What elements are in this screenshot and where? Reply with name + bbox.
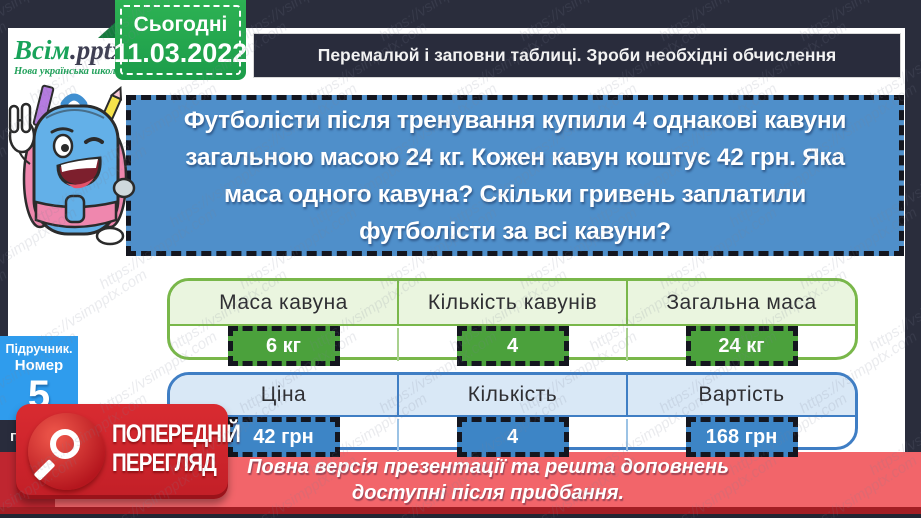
answer-box-total-mass: 24 кг	[685, 326, 798, 366]
textbook-number-label: Номер	[14, 357, 64, 374]
mass-table-value-row: 6 кг 4 24 кг	[170, 326, 855, 366]
price-table-header: Ціна	[260, 383, 307, 406]
magnifier-icon	[50, 429, 80, 459]
brand-logo: Всім.pptx Нова українська школа	[14, 35, 125, 77]
problem-line: футболісти за всі кавуни?	[359, 217, 671, 245]
preview-stamp-badge: ПОПЕРЕДНІЙ ПЕРЕГЛЯД	[16, 404, 241, 499]
problem-line: маса одного кавуна? Скільки гривень запл…	[224, 180, 806, 208]
problem-line: Футболісти після тренування купили 4 одн…	[183, 106, 847, 134]
brand-tagline: Нова українська школа	[14, 66, 121, 77]
partial-label-text: п	[10, 427, 20, 445]
problem-line: загальною масою 24 кг. Кожен кавун кошту…	[185, 143, 845, 171]
preview-stamp-line1: ПОПЕРЕДНІЙ	[112, 420, 241, 448]
magnifier-icon-handle	[33, 459, 56, 481]
mass-table-header-row: Маса кавуна Кількість кавунів Загальна м…	[170, 281, 855, 326]
answer-box-cost: 168 грн	[685, 417, 798, 457]
mass-table-cell: 6 кг	[170, 326, 397, 366]
problem-statement-box: Футболісти після тренування купили 4 одн…	[126, 95, 904, 256]
date-box: Сьогодні 11.03.2022	[114, 0, 247, 80]
answer-box-mass: 6 кг	[227, 326, 340, 366]
date-label: Сьогодні	[133, 13, 228, 36]
mass-table-cell: 4	[397, 326, 626, 366]
answer-box-quantity: 4	[456, 417, 569, 457]
preview-stamp-text: ПОПЕРЕДНІЙ ПЕРЕГЛЯД	[112, 420, 241, 478]
price-table-value-row: 42 грн 4 168 грн	[170, 417, 855, 457]
price-table-header: Кількість	[397, 375, 626, 415]
badge-circle	[28, 413, 105, 490]
date-value: 11.03.2022	[113, 38, 248, 68]
price-table: Ціна Кількість Вартість 42 грн 4 168 грн	[167, 372, 858, 457]
answer-box-count: 4	[456, 326, 569, 366]
price-table-header: Вартість	[626, 375, 855, 415]
purchase-notice-line: доступні після придбання.	[351, 481, 625, 504]
answer-box-price: 42 грн	[227, 417, 340, 457]
bottom-navy-strip	[0, 514, 921, 518]
task-bar-text: Перемалюй і заповни таблиці. Зроби необх…	[317, 45, 837, 65]
price-table-header-row: Ціна Кількість Вартість	[170, 375, 855, 417]
mass-table-header: Загальна маса	[626, 281, 855, 324]
backpack-mascot-svg	[8, 84, 136, 246]
price-table-cell: 4	[397, 417, 626, 457]
purchase-notice-line: Повна версія презентації та решта доповн…	[247, 455, 729, 478]
brand-name-accent: Всім	[14, 35, 70, 65]
mass-table: Маса кавуна Кількість кавунів Загальна м…	[167, 278, 858, 366]
preview-stamp-line2: ПЕРЕГЛЯД	[112, 449, 217, 477]
mass-table-header: Маса кавуна	[219, 290, 348, 314]
task-bar: Перемалюй і заповни таблиці. Зроби необх…	[253, 33, 901, 78]
mass-table-cell: 24 кг	[626, 326, 855, 366]
bottom-dark-red-strip	[0, 507, 921, 514]
brand-name: Всім.pptx	[14, 35, 125, 65]
backpack-mascot-illustration	[6, 84, 138, 269]
date-box-inner: Сьогодні 11.03.2022	[114, 5, 247, 75]
price-table-cell: 42 грн	[170, 417, 397, 457]
mass-table-header: Кількість кавунів	[397, 281, 626, 324]
price-table-cell: 168 грн	[626, 417, 855, 457]
textbook-label: Підручник.	[5, 342, 73, 356]
